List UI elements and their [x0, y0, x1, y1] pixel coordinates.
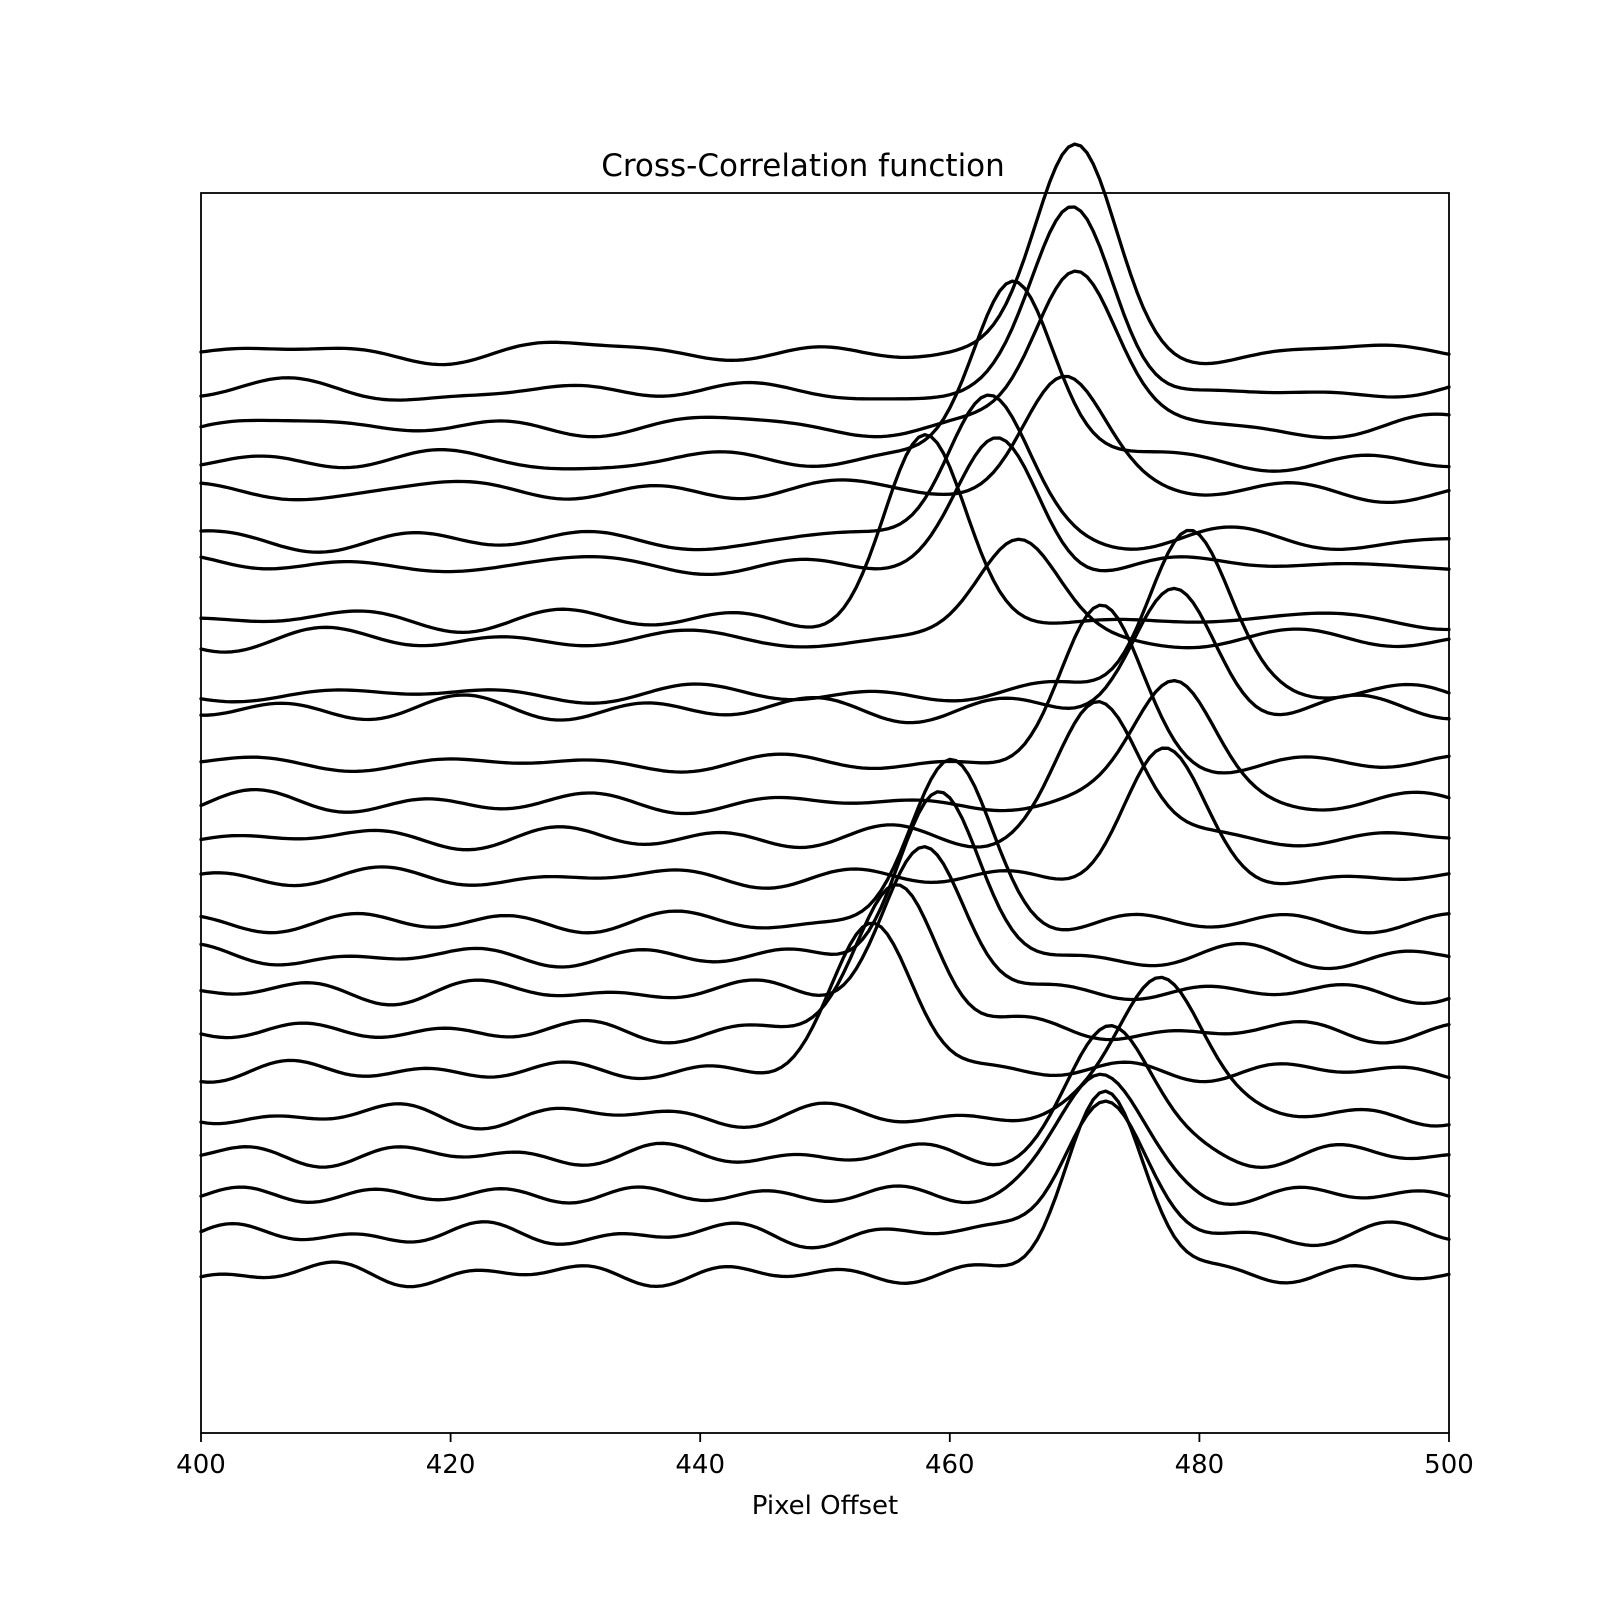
- series-line-14: [199, 699, 1451, 852]
- x-tick-label-460: 460: [925, 1450, 975, 1480]
- plot-frame: [200, 192, 1450, 1434]
- series-line-1: [199, 142, 1451, 367]
- series-line-7: [199, 436, 1451, 577]
- series-line-4: [199, 279, 1451, 473]
- series-line-17: [199, 790, 1451, 971]
- x-axis: 400 420 440 460 480 500: [176, 1433, 1474, 1480]
- x-tick-label-420: 420: [426, 1450, 476, 1480]
- series-line-5: [199, 374, 1451, 505]
- series-line-11: [199, 586, 1451, 725]
- series-line-22: [199, 1024, 1451, 1170]
- series-line-6: [199, 393, 1451, 554]
- series-line-24: [199, 1099, 1451, 1250]
- series-line-23: [199, 1072, 1451, 1206]
- series-line-10: [199, 528, 1451, 705]
- series-line-15: [199, 746, 1451, 890]
- series-line-9: [199, 537, 1451, 654]
- x-tick-label-400: 400: [176, 1450, 226, 1480]
- series-layer: [199, 142, 1451, 1289]
- series-line-20: [199, 921, 1451, 1084]
- x-tick-label-440: 440: [675, 1450, 725, 1480]
- series-line-3: [199, 269, 1451, 440]
- series-line-21: [199, 975, 1451, 1131]
- series-line-12: [199, 603, 1451, 775]
- x-tick-label-500: 500: [1424, 1450, 1474, 1480]
- series-line-19: [199, 883, 1451, 1045]
- x-tick-label-480: 480: [1175, 1450, 1225, 1480]
- series-line-16: [199, 757, 1451, 935]
- series-line-2: [199, 205, 1451, 402]
- chart-title: Cross-Correlation function: [601, 148, 1005, 184]
- series-line-13: [199, 678, 1451, 816]
- x-axis-label: Pixel Offset: [752, 1491, 899, 1521]
- series-line-18: [199, 845, 1451, 1007]
- series-line-25: [199, 1089, 1451, 1289]
